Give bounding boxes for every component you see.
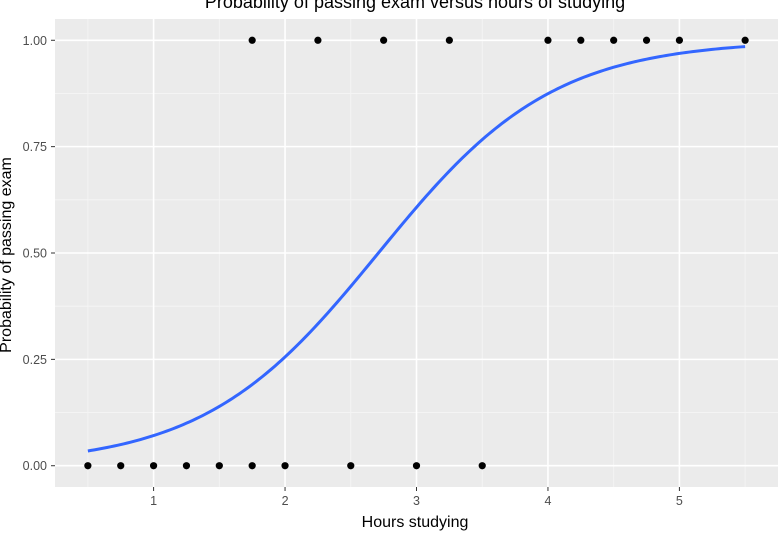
- x-axis-label: Hours studying: [362, 514, 469, 531]
- data-point: [84, 462, 92, 470]
- y-tick-label: 1.00: [23, 34, 47, 48]
- data-point: [642, 36, 651, 44]
- data-point: [675, 36, 684, 44]
- y-axis-ticks: 0.00 0.25 0.50 0.75 1.00: [23, 34, 55, 473]
- data-point: [149, 462, 158, 470]
- y-axis-label: Probability of passing exam: [0, 157, 15, 353]
- data-point: [314, 36, 322, 44]
- data-point: [445, 36, 453, 44]
- data-point: [610, 36, 618, 44]
- data-point: [741, 36, 749, 44]
- x-tick-label: 5: [676, 494, 683, 508]
- chart-title: Probability of passing exam versus hours…: [205, 0, 625, 12]
- data-point: [347, 462, 355, 470]
- y-tick-label: 0.50: [23, 247, 47, 261]
- data-point: [577, 36, 585, 44]
- data-point: [182, 462, 191, 470]
- data-point: [412, 462, 421, 470]
- data-point: [248, 462, 256, 470]
- y-tick-label: 0.75: [23, 140, 47, 154]
- data-point: [380, 36, 388, 44]
- data-point: [248, 36, 256, 44]
- x-tick-label: 2: [282, 494, 289, 508]
- y-tick-label: 0.00: [23, 459, 47, 473]
- data-point: [478, 462, 486, 470]
- data-point: [544, 36, 552, 44]
- x-tick-label: 4: [544, 494, 551, 508]
- x-tick-label: 3: [413, 494, 420, 508]
- logistic-fit-curve: [87, 45, 746, 453]
- data-point: [117, 462, 125, 470]
- x-tick-label: 1: [150, 494, 157, 508]
- data-point: [281, 462, 289, 470]
- data-point: [215, 462, 223, 470]
- data-points: [84, 36, 749, 470]
- x-axis-ticks: 1 2 3 4 5: [150, 487, 683, 508]
- y-tick-label: 0.25: [23, 353, 47, 367]
